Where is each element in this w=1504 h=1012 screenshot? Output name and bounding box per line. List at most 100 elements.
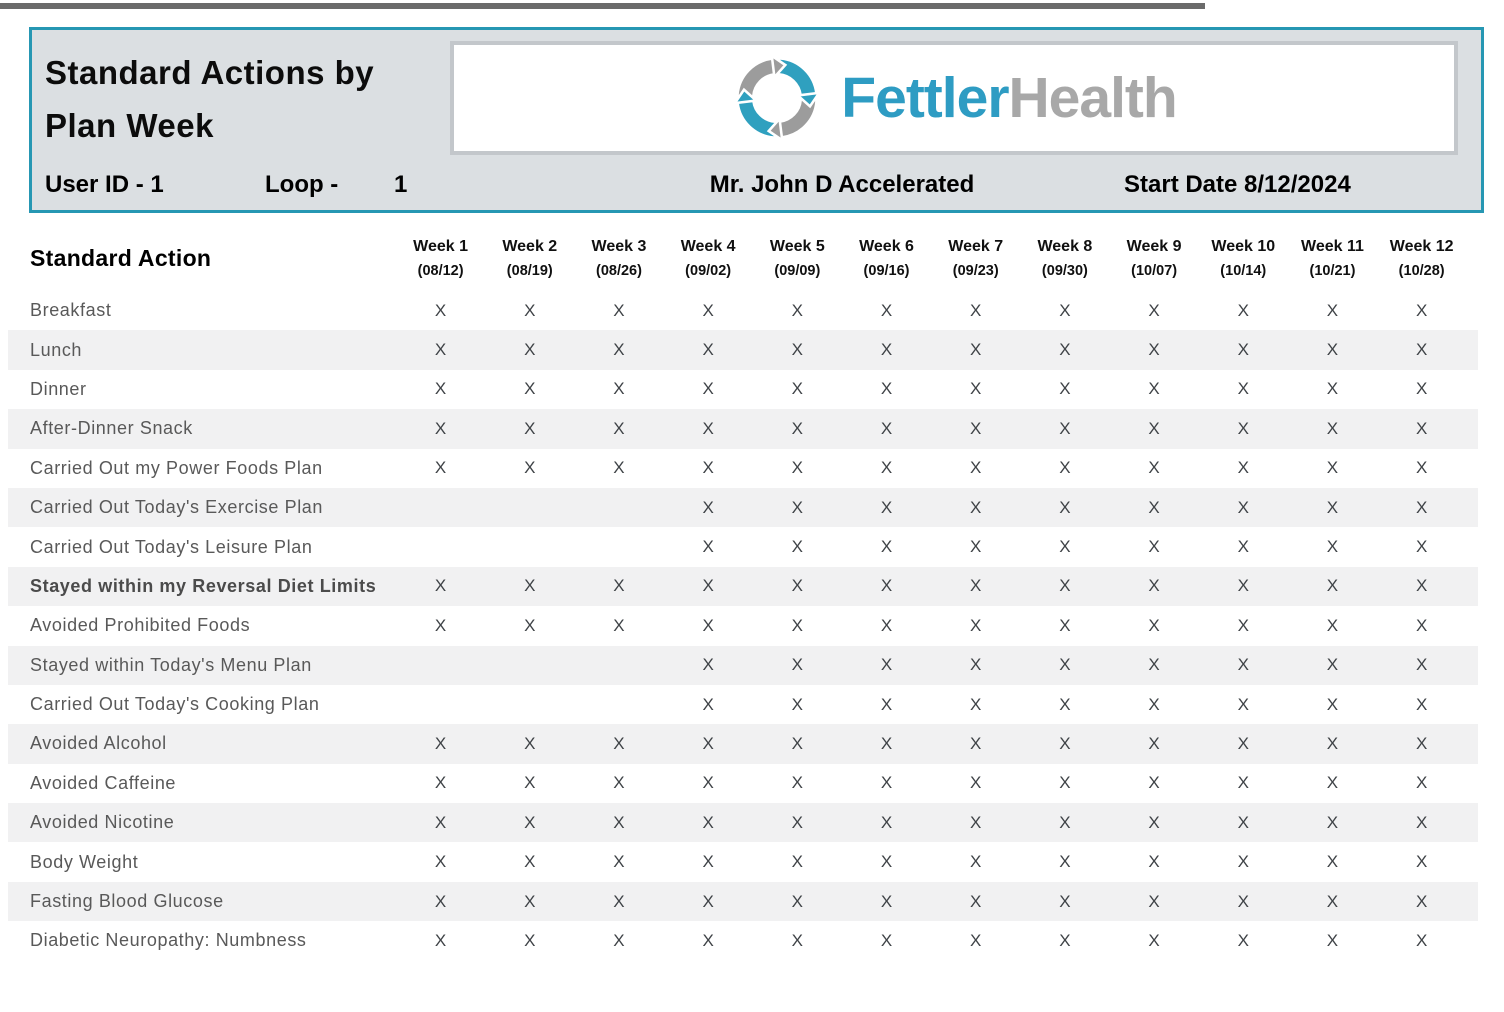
week-mark-cell: X	[1237, 379, 1249, 399]
week-mark-cell: X	[1326, 300, 1339, 320]
week-mark-cell: X	[880, 655, 893, 675]
week-label: Week 7	[948, 237, 1004, 255]
week-mark-cell: X	[791, 812, 804, 832]
week-mark-cell: X	[1326, 655, 1339, 675]
week-mark-cell: X	[1059, 694, 1071, 714]
column-header-week-10: Week 10 (10/14)	[1199, 238, 1288, 279]
week-mark-cell: X	[880, 852, 893, 872]
week-mark-cell: X	[1148, 300, 1160, 320]
week-mark-cell: X	[1148, 852, 1160, 872]
table-body: Breakfast X X X X X X X X X X X X Lunch X X X X X X X X X X X X Di…	[8, 291, 1478, 961]
week-mark-cell: X	[1059, 340, 1071, 360]
week-mark-cell: X	[702, 812, 714, 832]
week-mark-cell: X	[791, 537, 804, 557]
week-mark-cell: X	[1415, 733, 1428, 753]
row-label: After-Dinner Snack	[30, 418, 193, 439]
report-title: Standard Actions by Plan Week	[45, 46, 374, 152]
week-mark-cell: X	[524, 891, 536, 911]
week-mark-cell: X	[434, 300, 447, 320]
table-row: Avoided Prohibited Foods X X X X X X X X X X X X	[8, 606, 1478, 645]
week-mark-cell: X	[791, 300, 804, 320]
week-mark-cell: X	[524, 733, 536, 753]
week-mark-cell: X	[791, 497, 804, 517]
top-divider	[0, 3, 1205, 9]
week-mark-cell: X	[1415, 655, 1428, 675]
week-mark-cell: X	[1148, 458, 1160, 478]
week-mark-cell: X	[434, 340, 447, 360]
week-start-date: (08/19)	[506, 262, 553, 279]
brand-wordmark: FettlerHealth	[841, 65, 1177, 131]
week-mark-cell: X	[434, 458, 447, 478]
week-mark-cell: X	[1237, 930, 1249, 950]
loop-label: Loop -	[265, 171, 339, 198]
week-mark-cell: X	[524, 615, 536, 635]
week-mark-cell: X	[702, 733, 714, 753]
row-label: Carried Out Today's Cooking Plan	[30, 694, 320, 715]
column-header-week-6: Week 6 (09/16)	[842, 238, 931, 279]
week-label: Week 1	[413, 237, 469, 255]
week-mark-cell: X	[434, 576, 447, 596]
week-mark-cell: X	[434, 733, 447, 753]
week-mark-cell: X	[524, 458, 536, 478]
week-mark-cell: X	[1326, 537, 1339, 557]
week-mark-cell: X	[524, 576, 536, 596]
week-mark-cell: X	[791, 891, 804, 911]
week-mark-cell: X	[791, 340, 804, 360]
week-mark-cell: X	[1148, 615, 1160, 635]
week-mark-cell: X	[880, 773, 893, 793]
week-mark-cell: X	[434, 930, 447, 950]
week-mark-cell: X	[880, 458, 893, 478]
week-mark-cell: X	[1237, 852, 1249, 872]
week-mark-cell: X	[970, 694, 982, 714]
week-mark-cell: X	[613, 379, 625, 399]
week-label: Week 4	[680, 237, 736, 255]
week-mark-cell: X	[880, 576, 893, 596]
week-label: Week 2	[502, 237, 558, 255]
week-mark-cell: X	[1148, 930, 1160, 950]
week-mark-cell: X	[1326, 694, 1339, 714]
week-mark-cell: X	[1148, 733, 1160, 753]
column-header-week-2: Week 2 (08/19)	[485, 238, 574, 279]
week-mark-cell: X	[1148, 537, 1160, 557]
report-title-line2: Plan Week	[45, 107, 214, 144]
row-label: Breakfast	[30, 300, 112, 321]
week-label: Week 11	[1301, 237, 1364, 255]
week-mark-cell: X	[880, 418, 893, 438]
table-row: Breakfast X X X X X X X X X X X X	[8, 291, 1478, 330]
week-mark-cell: X	[1059, 891, 1071, 911]
week-label: Week 10	[1211, 237, 1276, 255]
week-mark-cell: X	[434, 615, 447, 635]
week-mark-cell: X	[1237, 537, 1249, 557]
week-mark-cell: X	[1059, 615, 1071, 635]
week-mark-cell: X	[970, 576, 982, 596]
week-mark-cell: X	[1148, 891, 1160, 911]
column-header-week-3: Week 3 (08/26)	[574, 238, 663, 279]
week-mark-cell: X	[1237, 812, 1249, 832]
week-label: Week 8	[1037, 237, 1093, 255]
week-mark-cell: X	[1415, 852, 1428, 872]
week-mark-cell: X	[1326, 418, 1339, 438]
week-mark-cell: X	[970, 733, 982, 753]
week-label: Week 6	[859, 237, 914, 255]
week-mark-cell: X	[1148, 812, 1160, 832]
week-mark-cell: X	[524, 300, 536, 320]
week-mark-cell: X	[1326, 733, 1339, 753]
week-mark-cell: X	[613, 773, 625, 793]
week-mark-cell: X	[613, 891, 625, 911]
week-label: Week 9	[1126, 237, 1182, 255]
week-mark-cell: X	[613, 458, 625, 478]
row-label: Lunch	[30, 339, 83, 360]
table-row: Carried Out Today's Exercise Plan X X X X X X X…	[8, 487, 1478, 528]
column-header-week-7: Week 7 (09/23)	[931, 238, 1020, 279]
logo-box: FettlerHealth	[450, 41, 1458, 155]
week-mark-cell: X	[1326, 615, 1339, 635]
table-row: Avoided Nicotine X X X X X X X X X X X X	[8, 803, 1478, 843]
week-mark-cell: X	[702, 891, 714, 911]
row-label: Avoided Caffeine	[30, 772, 177, 793]
row-label: Stayed within Today's Menu Plan	[30, 654, 312, 675]
week-mark-cell: X	[1237, 655, 1249, 675]
week-mark-cell: X	[791, 655, 804, 675]
week-mark-cell: X	[1059, 773, 1071, 793]
week-mark-cell: X	[702, 576, 714, 596]
week-start-date: (08/26)	[595, 262, 642, 279]
